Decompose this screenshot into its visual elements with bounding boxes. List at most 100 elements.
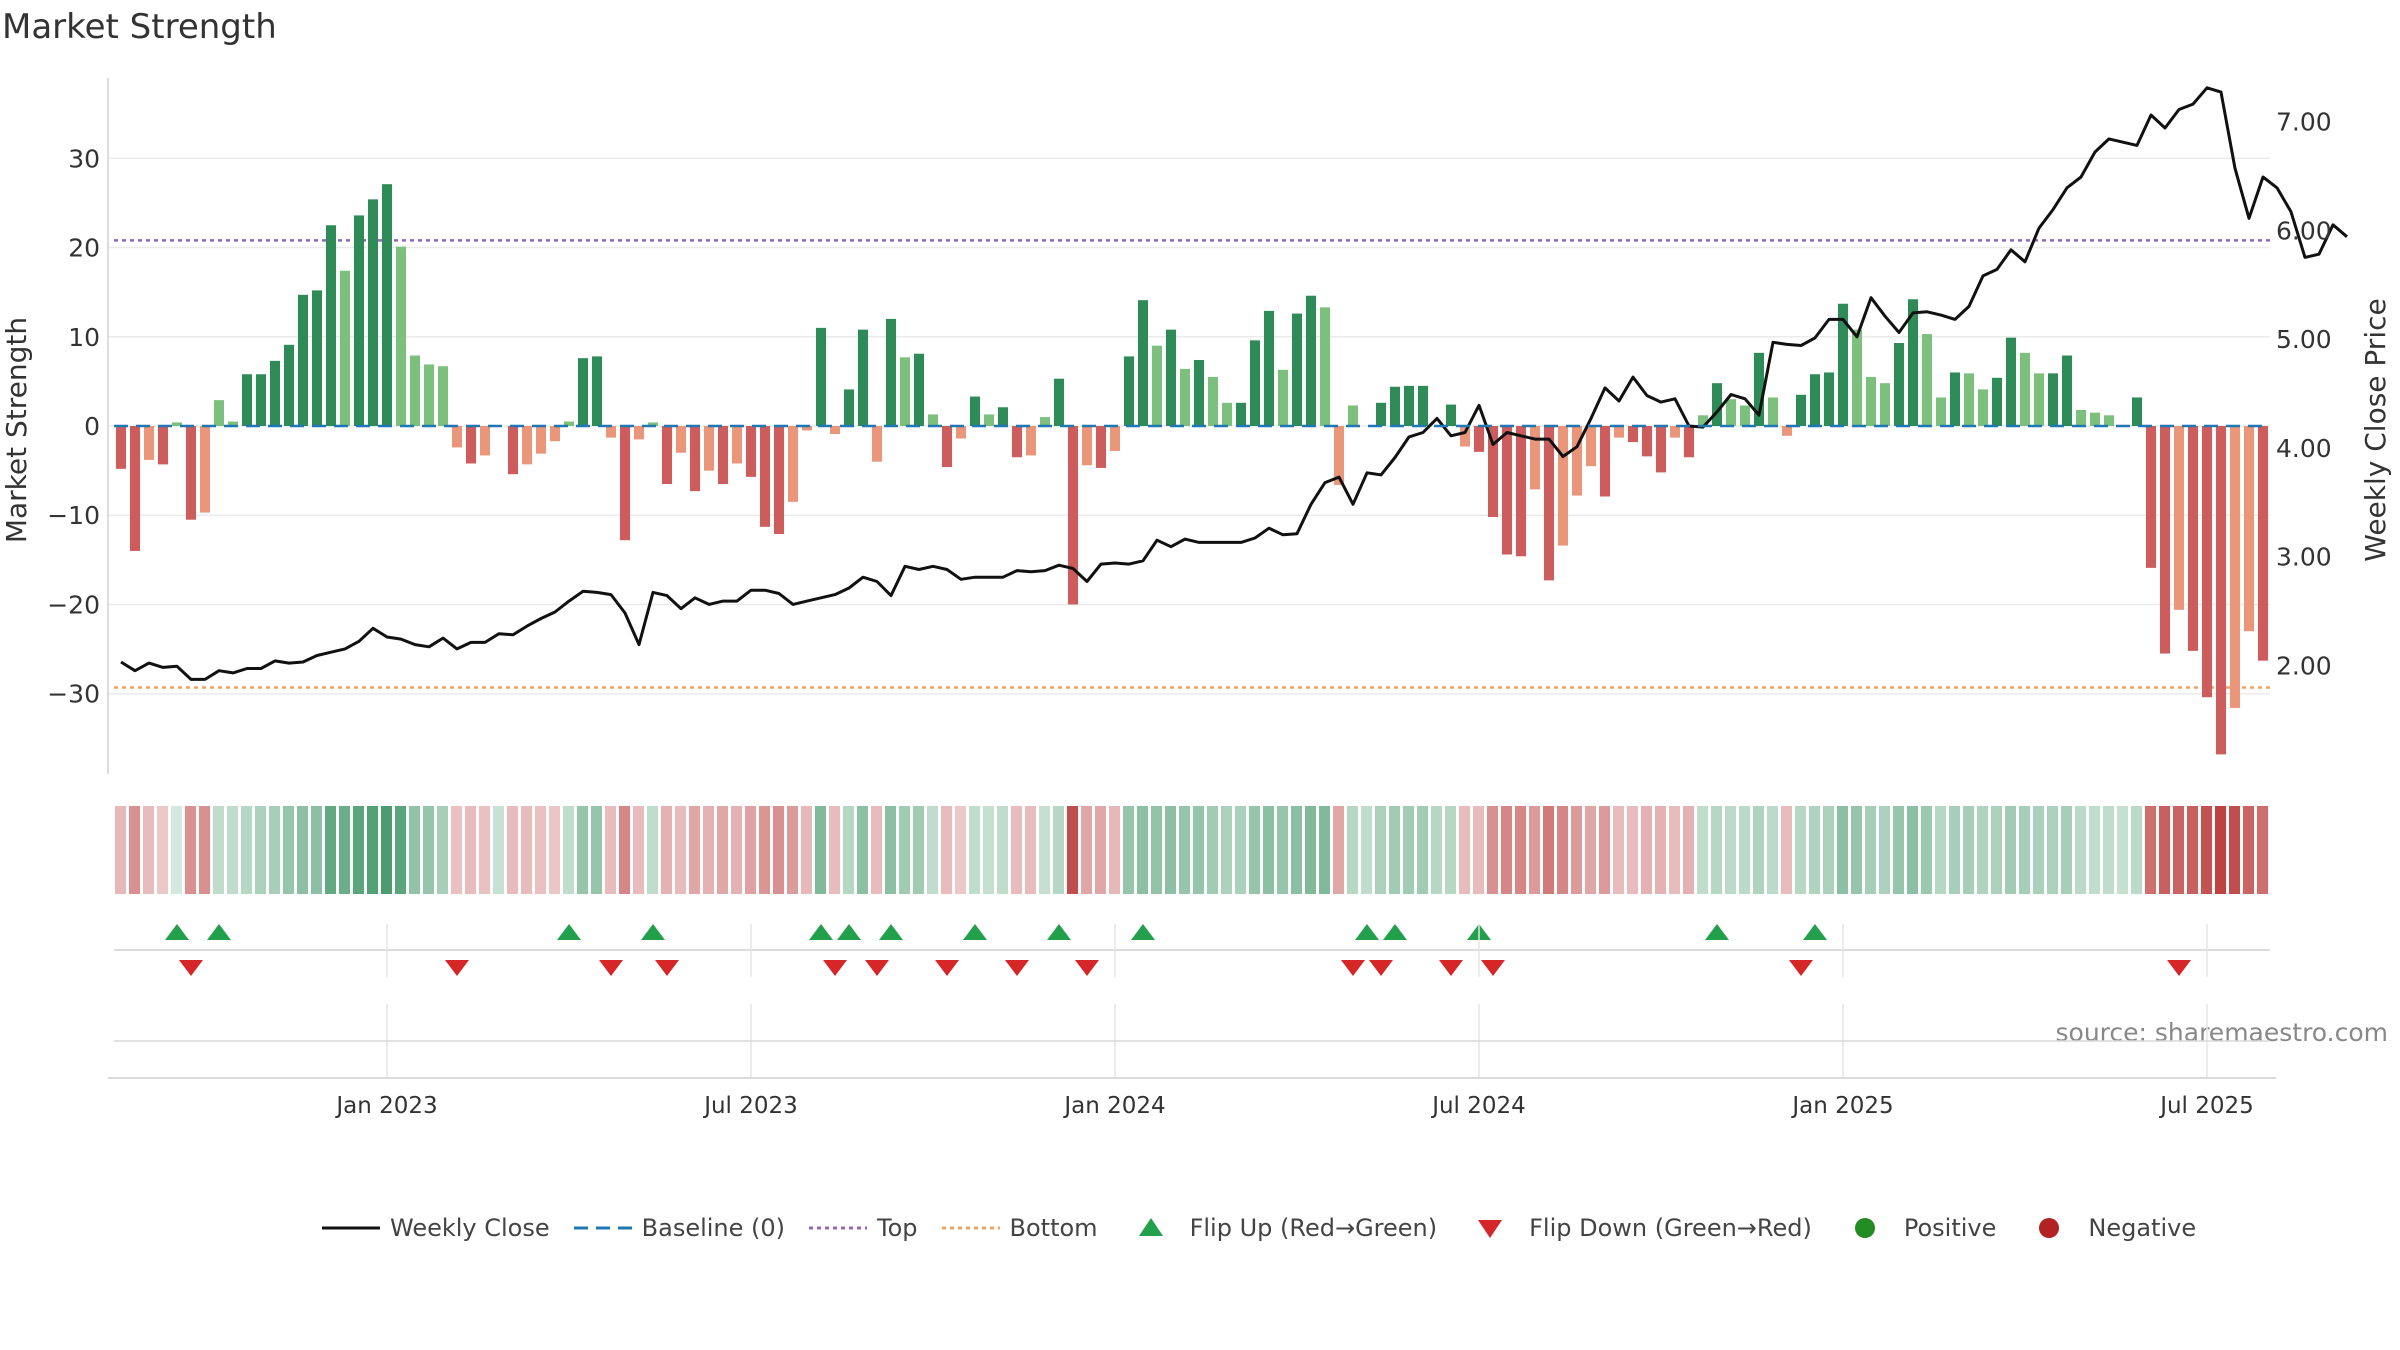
band-cell [478,806,491,894]
y-tick-label-right: 4.00 [2276,434,2332,463]
y-tick-label-right: 7.00 [2276,108,2332,137]
strength-bar [395,246,407,426]
band-cell [1500,806,1513,894]
strength-bar [619,426,631,541]
band-cell [1206,806,1219,894]
legend-label-close: Weekly Close [390,1214,550,1242]
flip-up-marker [1705,924,1729,940]
strength-bar [451,426,463,448]
band-cell [1486,806,1499,894]
y-axis-label-left: Market Strength [0,317,33,543]
x-tick-label: Jul 2025 [2158,1093,2254,1119]
band-cell [1192,806,1205,894]
y-tick-label-left: 30 [68,144,100,173]
band-cell [142,806,155,894]
flip-up-marker [1383,924,1407,940]
strength-bar [969,396,981,426]
x-tick-label: Jan 2023 [334,1093,437,1119]
strength-bar [1039,417,1051,426]
legend-label-top: Top [877,1214,918,1242]
band-cell [870,806,883,894]
legend-item-positive: Positive [1834,1213,1996,1243]
band-cell [702,806,715,894]
strength-bar [1375,402,1387,426]
strength-bar [1907,299,1919,426]
band-cell [1556,806,1569,894]
flip-down-marker [865,960,889,976]
flip-down-marker [179,960,203,976]
strength-bar [185,426,197,520]
strength-bar [1949,372,1961,426]
band-cell [954,806,967,894]
flip-up-marker [207,924,231,940]
band-cell [674,806,687,894]
band-cell [1976,806,1989,894]
flip-up-marker [837,924,861,940]
flip-down-marker [1789,960,1813,976]
band-cell [408,806,421,894]
y-tick-label-left: −10 [47,501,100,530]
flip-down-marker [1481,960,1505,976]
strength-bar [479,426,491,456]
band-cell [1164,806,1177,894]
strength-bar [689,426,701,492]
strength-bar [199,426,211,513]
band-cell [758,806,771,894]
legend-item-baseline: Baseline (0) [572,1213,785,1243]
strength-bar [2005,337,2017,426]
band-cell [982,806,995,894]
legend-label-flip-up: Flip Up (Red→Green) [1189,1214,1438,1242]
legend-item-top: Top [807,1213,918,1243]
circle-icon [2018,1213,2080,1243]
strength-bar [171,422,183,426]
y-tick-label-right: 6.00 [2276,216,2332,245]
band-cell [660,806,673,894]
strength-bar [1543,426,1555,581]
band-cell [884,806,897,894]
band-cell [786,806,799,894]
strength-bar [787,426,799,502]
strength-bar [339,270,351,426]
strength-bar [913,353,925,426]
band-cell [772,806,785,894]
band-cell [1150,806,1163,894]
band-cell [1458,806,1471,894]
strength-bar [1011,426,1023,458]
band-cell [1136,806,1149,894]
strength-bar [1137,300,1149,426]
band-cell [1094,806,1107,894]
strength-bar [1977,389,1989,426]
flip-up-marker [1131,924,1155,940]
strength-bar [577,358,589,426]
band-cell [1654,806,1667,894]
legend-item-negative: Negative [2018,1213,2196,1243]
strength-bar [1263,310,1275,426]
band-cell [716,806,729,894]
band-cell [352,806,365,894]
strength-bar [1235,402,1247,426]
strength-bar [549,426,561,442]
band-cell [1234,806,1247,894]
band-cell [1934,806,1947,894]
band-cell [562,806,575,894]
band-cell [2060,806,2073,894]
band-cell [156,806,169,894]
strength-bar [409,355,421,426]
band-cell [2158,806,2171,894]
strength-bar [2033,373,2045,426]
strength-bar [1193,359,1205,426]
band-cell [2102,806,2115,894]
band-cell [2256,806,2269,894]
strength-bar [927,414,939,426]
flip-up-marker [557,924,581,940]
strength-bar [1165,329,1177,426]
strength-bar [1851,329,1863,426]
band-cell [1570,806,1583,894]
band-cell [506,806,519,894]
band-cell [1948,806,1961,894]
strength-bar [1389,386,1401,426]
strength-bar [955,426,967,439]
strength-bar [1515,426,1527,557]
band-cell [1220,806,1233,894]
band-cell [184,806,197,894]
